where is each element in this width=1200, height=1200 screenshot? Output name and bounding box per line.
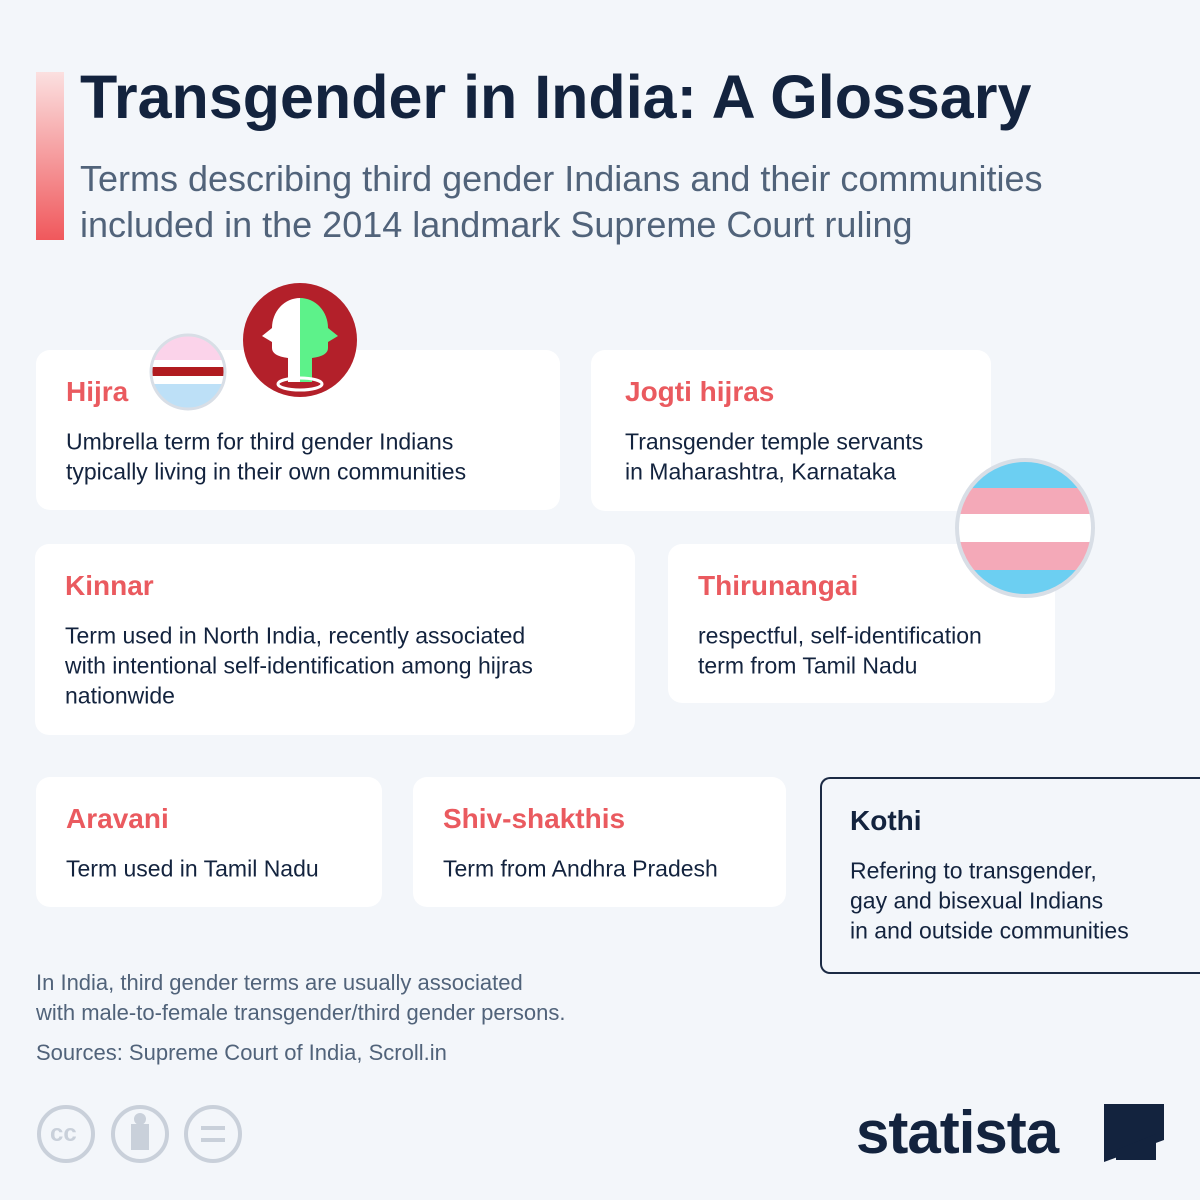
- term-title: Jogti hijras: [625, 376, 775, 407]
- term-title: Kothi: [850, 805, 922, 836]
- term-title: Kinnar: [65, 570, 154, 601]
- term-description: Term used in Tamil Nadu: [66, 855, 319, 882]
- term-description: Term used in North India, recently assoc…: [65, 622, 526, 649]
- term-title: Hijra: [66, 376, 129, 407]
- term-description: Transgender temple servants: [625, 428, 924, 455]
- term-card: Shiv-shakthis Term from Andhra Pradesh: [413, 777, 786, 907]
- term-description: respectful, self-identification: [698, 622, 982, 649]
- term-description: in and outside communities: [850, 917, 1129, 944]
- title: Transgender in India: A Glossary: [80, 63, 1032, 131]
- term-description: Refering to transgender,: [850, 857, 1097, 884]
- license-label: cc: [50, 1120, 77, 1147]
- term-description: Term from Andhra Pradesh: [443, 855, 718, 882]
- brand-mark: [1104, 1104, 1164, 1162]
- term-card: Kinnar Term used in North India, recently…: [35, 544, 635, 735]
- subtitle: Terms describing third gender Indians an…: [80, 158, 1043, 199]
- term-card: Aravani Term used in Tamil Nadu: [36, 777, 382, 907]
- subtitle: included in the 2014 landmark Supreme Co…: [80, 204, 913, 245]
- term-description: gay and bisexual Indians: [850, 887, 1104, 914]
- accent-bar: [36, 72, 64, 240]
- term-title: Shiv-shakthis: [443, 803, 626, 834]
- term-description: term from Tamil Nadu: [698, 652, 918, 679]
- term-title: Aravani: [66, 803, 169, 834]
- note: with male-to-female transgender/third ge…: [36, 1000, 566, 1025]
- term-description: Umbrella term for third gender Indians: [66, 428, 454, 455]
- term-description: typically living in their own communitie…: [66, 458, 467, 485]
- brand: statista: [856, 1099, 1059, 1166]
- sources: Sources: Supreme Court of India, Scroll.…: [36, 1040, 447, 1065]
- term-title: Thirunangai: [698, 570, 859, 601]
- term-description: nationwide: [65, 682, 175, 709]
- term-card: Kothi Refering to transgender, gay and bis…: [820, 777, 1200, 974]
- term-card: Hijra Umbrella term for third gender Indi…: [36, 350, 560, 510]
- term-description: in Maharashtra, Karnataka: [625, 458, 897, 485]
- term-description: with intentional self-identification amo…: [65, 652, 533, 679]
- note: In India, third gender terms are usually…: [36, 970, 523, 995]
- term-card: Jogti hijras Transgender temple servants i…: [591, 350, 991, 511]
- term-card: Thirunangai respectful, self-identificati…: [668, 544, 1055, 703]
